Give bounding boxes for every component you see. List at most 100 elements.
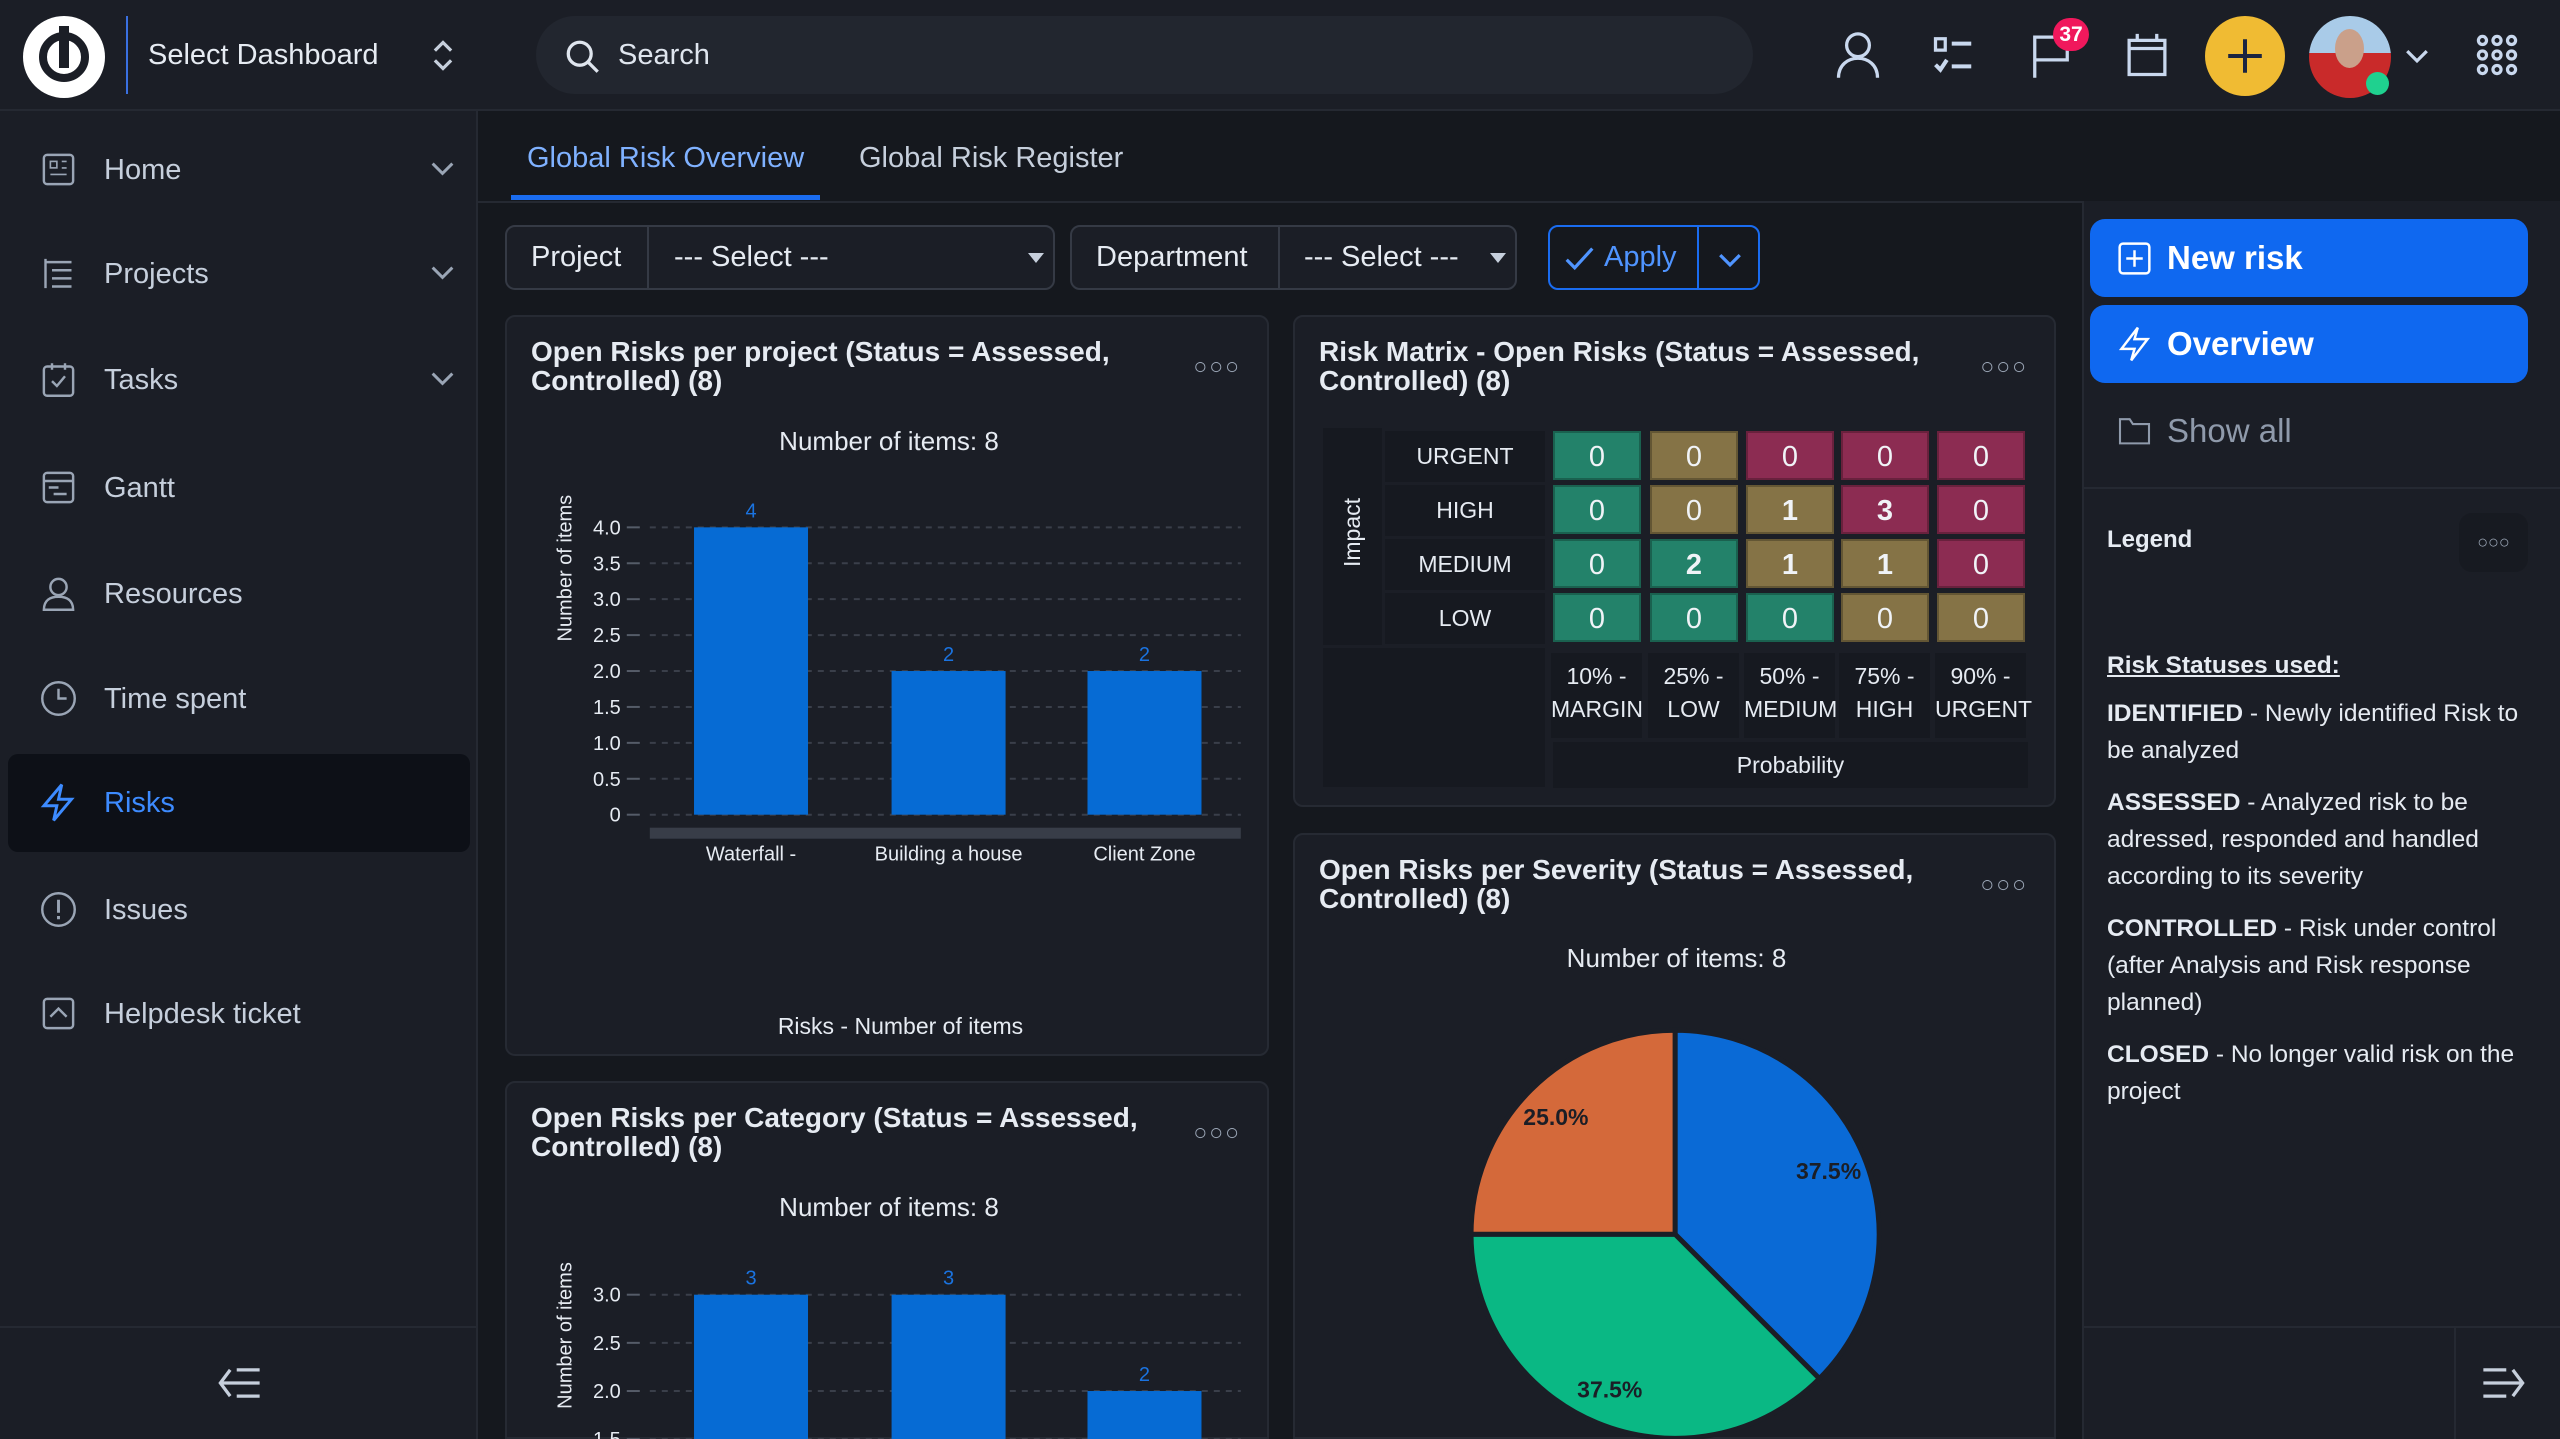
matrix-cell[interactable]: 0 — [1841, 593, 1929, 642]
collapse-panel-icon[interactable] — [2480, 1365, 2526, 1401]
sidebar-item-helpdesk-ticket[interactable]: Helpdesk ticket — [8, 965, 470, 1063]
matrix-cell[interactable]: 2 — [1650, 539, 1738, 588]
status-description: - Analyzed risk to be adressed, responde… — [2107, 789, 2479, 890]
sidebar-item-tasks[interactable]: Tasks — [8, 331, 470, 429]
lightning-icon — [2118, 326, 2151, 362]
caret-down-icon — [1490, 253, 1506, 263]
matrix-cell[interactable]: 0 — [1553, 539, 1641, 588]
chevron-down-icon[interactable] — [2404, 46, 2430, 66]
matrix-cell[interactable]: 3 — [1841, 485, 1929, 534]
updown-chevron-icon — [433, 40, 453, 71]
sidebar-item-resources[interactable]: Resources — [8, 545, 470, 643]
overview-label: Overview — [2167, 325, 2314, 362]
new-risk-button[interactable]: New risk — [2090, 219, 2528, 297]
matrix-cell[interactable]: 0 — [1553, 431, 1641, 480]
status-name: CLOSED — [2107, 1041, 2210, 1068]
widget-title: Open Risks per project (Status = Assesse… — [531, 336, 1110, 396]
project-filter[interactable]: Project --- Select --- — [505, 225, 1055, 290]
probability-col-label: 75% - HIGH — [1839, 653, 1930, 738]
user-avatar[interactable] — [2309, 16, 2391, 98]
show-all-button[interactable]: Show all — [2090, 392, 2528, 470]
app-logo[interactable] — [23, 16, 105, 98]
impact-row-label: MEDIUM — [1385, 539, 1545, 590]
chevron-down-icon[interactable] — [431, 367, 454, 390]
calendar-icon[interactable] — [2121, 29, 2173, 81]
legend-content: Risk Statuses used: IDENTIFIED - Newly i… — [2107, 647, 2540, 1125]
apply-button[interactable]: Apply — [1548, 225, 1760, 290]
department-filter-label: Department — [1096, 241, 1248, 273]
more-options-icon[interactable]: ○○○ — [1980, 871, 2028, 897]
sidebar-item-issues[interactable]: Issues — [8, 861, 470, 959]
new-risk-label: New risk — [2167, 239, 2303, 276]
tab-global-risk-register[interactable]: Global Risk Register — [859, 142, 1124, 174]
probability-col-label: 50% - MEDIUM — [1744, 653, 1838, 738]
ticket-icon — [42, 997, 75, 1030]
status-name: ASSESSED — [2107, 789, 2241, 816]
col-label-line: 25% - — [1663, 663, 1724, 689]
probability-col-label: 25% - LOW — [1648, 653, 1739, 738]
plus-icon — [2228, 39, 2262, 73]
matrix-cell[interactable]: 0 — [1553, 485, 1641, 534]
widget-risks-per-project: Open Risks per project (Status = Assesse… — [505, 315, 1269, 1056]
status-description: - No longer valid risk on the project — [2107, 1041, 2515, 1105]
matrix-cell[interactable]: 0 — [1841, 431, 1929, 480]
impact-row-label: HIGH — [1385, 485, 1545, 536]
sidebar-item-label: Resources — [104, 578, 243, 610]
matrix-cell[interactable]: 0 — [1746, 593, 1834, 642]
department-select[interactable]: --- Select --- — [1304, 241, 1459, 273]
widget-title: Risk Matrix - Open Risks (Status = Asses… — [1319, 336, 1920, 396]
apply-options-chevron-icon[interactable] — [1717, 250, 1743, 270]
matrix-cell[interactable]: 1 — [1746, 485, 1834, 534]
chevron-down-icon[interactable] — [431, 157, 454, 180]
more-options-icon[interactable]: ○○○ — [1193, 353, 1241, 379]
collapse-sidebar-icon[interactable] — [217, 1365, 263, 1401]
matrix-cell[interactable]: 0 — [1553, 593, 1641, 642]
more-options-icon[interactable]: ○○○ — [1193, 1119, 1241, 1145]
divider — [647, 227, 649, 288]
matrix-cell[interactable]: 0 — [1650, 431, 1738, 480]
matrix-cell[interactable]: 0 — [1650, 485, 1738, 534]
col-label-line: MEDIUM — [1744, 696, 1838, 722]
project-filter-label: Project — [531, 241, 622, 273]
sidebar-item-risks[interactable]: Risks — [8, 754, 470, 852]
matrix-cell[interactable]: 0 — [1937, 539, 2025, 588]
quick-add-button[interactable] — [2205, 16, 2285, 96]
chevron-down-icon[interactable] — [431, 261, 454, 284]
checklist-icon[interactable] — [1929, 29, 1981, 81]
matrix-cell[interactable]: 0 — [1937, 431, 2025, 480]
matrix-cell[interactable]: 0 — [1937, 485, 2025, 534]
department-filter[interactable]: Department --- Select --- — [1070, 225, 1517, 290]
sidebar-item-home[interactable]: Home — [8, 121, 470, 219]
matrix-cell[interactable]: 1 — [1746, 539, 1834, 588]
sidebar-item-gantt[interactable]: Gantt — [8, 439, 470, 537]
matrix-cell[interactable]: 0 — [1650, 593, 1738, 642]
lightning-icon — [40, 783, 75, 822]
more-options-icon[interactable]: ○○○ — [1980, 353, 2028, 379]
overview-button[interactable]: Overview — [2090, 305, 2528, 383]
status-description: - Risk under control (after Analysis and… — [2107, 915, 2497, 1016]
user-profile-icon[interactable] — [1832, 29, 1884, 81]
matrix-cell[interactable]: 0 — [1937, 593, 2025, 642]
legend-status-item: IDENTIFIED - Newly identified Risk to be… — [2107, 695, 2540, 769]
tab-global-risk-overview[interactable]: Global Risk Overview — [511, 127, 821, 200]
search-input[interactable]: Search — [536, 16, 1753, 94]
divider — [1278, 227, 1280, 288]
legend-options-icon[interactable]: ○○○ — [2459, 513, 2528, 572]
sidebar-item-time-spent[interactable]: Time spent — [8, 650, 470, 748]
status-name: IDENTIFIED — [2107, 700, 2244, 727]
sidebar-item-label: Home — [104, 154, 182, 186]
matrix-cell[interactable]: 0 — [1746, 431, 1834, 480]
sidebar-item-label: Gantt — [104, 472, 175, 504]
col-label-line: HIGH — [1855, 696, 1914, 722]
col-label-line: URGENT — [1935, 696, 2033, 722]
check-icon — [1565, 247, 1594, 271]
dashboard-select[interactable]: Select Dashboard — [126, 16, 469, 94]
matrix-cell[interactable]: 1 — [1841, 539, 1929, 588]
apply-label: Apply — [1604, 241, 1677, 273]
status-name: CONTROLLED — [2107, 915, 2278, 942]
sidebar-item-projects[interactable]: Projects — [8, 225, 470, 323]
project-select[interactable]: --- Select --- — [674, 241, 829, 273]
apps-grid-icon[interactable] — [2476, 34, 2518, 76]
sidebar-item-label: Time spent — [104, 683, 247, 715]
probability-col-label: 90% - URGENT — [1935, 653, 2033, 738]
